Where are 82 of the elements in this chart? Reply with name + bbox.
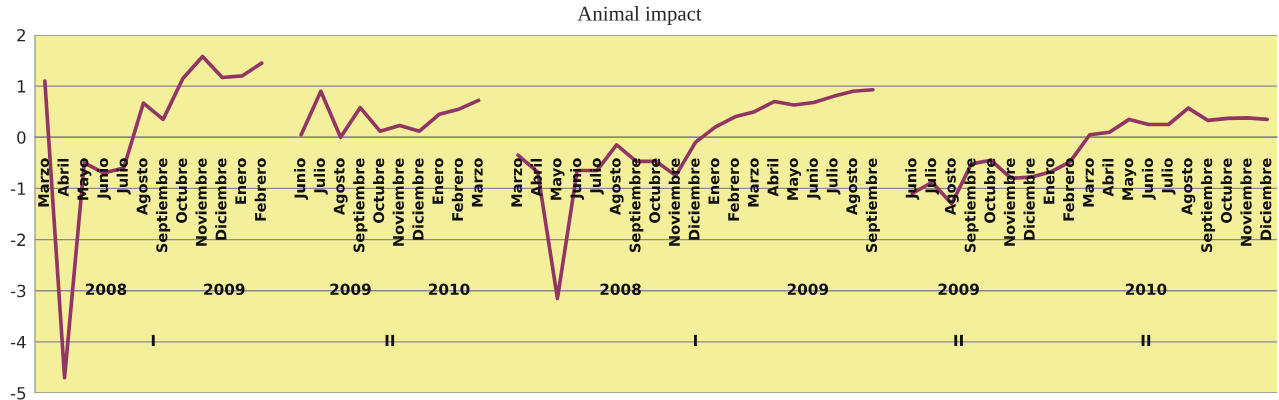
- x-tick-label: Septiembre: [964, 158, 979, 253]
- x-tick-label: Mayo: [1122, 158, 1137, 200]
- annotation: II: [1141, 334, 1151, 347]
- x-tick-label: Junio: [806, 158, 821, 200]
- annotation: 2010: [428, 283, 470, 296]
- x-tick-label: Noviembre: [1240, 158, 1252, 246]
- x-tick-label: Diciembre: [215, 158, 227, 240]
- x-tick-label: Diciembre: [688, 158, 700, 240]
- x-tick-label: Junio: [96, 158, 111, 200]
- x-tick-label: Septiembre: [629, 158, 644, 253]
- x-tick-label: Julio: [313, 158, 328, 195]
- x-tick-label: Marzo: [471, 158, 483, 207]
- annotation: 2009: [204, 283, 245, 296]
- x-tick-label: Noviembre: [668, 158, 680, 246]
- x-tick-label: Septiembre: [353, 158, 368, 253]
- annotation: 2010: [1125, 283, 1167, 296]
- x-tick-label: Septiembre: [1200, 158, 1216, 253]
- x-tick-label: Marzo: [1083, 158, 1094, 207]
- x-tick-label: Junio: [905, 158, 920, 200]
- x-tick-label: Enero: [432, 158, 444, 204]
- x-tick-label: Agosto: [333, 158, 348, 216]
- x-tick-label: Octubre: [372, 158, 385, 223]
- x-tick-label: Agosto: [1181, 158, 1196, 216]
- annotation: 2009: [787, 283, 829, 296]
- x-tick-label: Noviembre: [1003, 158, 1016, 246]
- annotation: I: [693, 334, 697, 347]
- x-tick-label: Abril: [767, 158, 779, 197]
- x-tick-label: Mayo: [550, 158, 565, 200]
- x-tick-label: Julio: [116, 158, 131, 195]
- x-tick-label: Octubre: [1220, 158, 1232, 223]
- x-tick-label: Noviembre: [195, 158, 207, 246]
- chart-title: Animal impact: [577, 6, 702, 25]
- x-tick-label: Junio: [294, 158, 309, 200]
- x-tick-label: Agosto: [846, 158, 861, 216]
- x-tick-label: Mayo: [787, 158, 802, 200]
- annotation: II: [954, 334, 963, 347]
- y-tick-label: 1: [17, 80, 26, 93]
- x-tick-label: Junio: [1141, 158, 1156, 200]
- y-tick-label: -5: [10, 387, 26, 400]
- y-tick-label: -4: [10, 336, 26, 349]
- x-tick-label: Octubre: [648, 158, 661, 223]
- x-tick-label: Mayo: [77, 158, 92, 200]
- y-tick-label: -2: [10, 233, 25, 246]
- x-tick-label: Julio: [826, 158, 841, 195]
- x-tick-label: Febrero: [727, 158, 740, 221]
- x-tick-label: Diciembre: [1260, 158, 1272, 240]
- y-tick-label: -1: [10, 182, 26, 195]
- x-tick-label: Octubre: [175, 158, 188, 223]
- x-tick-label: Enero: [235, 158, 247, 204]
- x-tick-label: Marzo: [38, 158, 50, 207]
- x-tick-label: Agosto: [136, 158, 151, 216]
- annotation: 2008: [85, 283, 127, 296]
- x-tick-label: Agosto: [944, 158, 959, 216]
- x-tick-label: Abril: [1102, 158, 1114, 197]
- annotation: 2009: [330, 283, 371, 296]
- annotation: I: [151, 334, 155, 347]
- x-tick-label: Julio: [589, 158, 604, 195]
- x-tick-label: Enero: [1043, 158, 1055, 204]
- x-tick-label: Julio: [924, 158, 939, 195]
- x-tick-label: Abril: [57, 158, 69, 197]
- y-tick-label: 2: [17, 28, 25, 42]
- x-tick-label: Febrero: [1062, 158, 1075, 221]
- x-tick-label: Septiembre: [865, 158, 880, 253]
- y-tick-label: -3: [10, 284, 26, 298]
- x-tick-label: Diciembre: [412, 158, 424, 240]
- x-tick-label: Enero: [708, 158, 720, 204]
- x-tick-label: Octubre: [984, 158, 996, 223]
- y-tick-label: 0: [17, 131, 26, 144]
- x-tick-label: Abril: [530, 158, 542, 197]
- x-tick-label: Febrero: [254, 158, 266, 221]
- x-tick-label: Marzo: [511, 158, 523, 207]
- x-tick-label: Noviembre: [392, 158, 404, 246]
- x-tick-label: Junio: [570, 158, 585, 200]
- x-tick-label: Marzo: [747, 158, 759, 207]
- x-tick-label: Septiembre: [156, 158, 171, 253]
- x-tick-label: Julio: [1161, 158, 1176, 195]
- x-tick-label: Febrero: [451, 158, 464, 221]
- annotation: 2009: [938, 283, 979, 296]
- x-tick-label: Diciembre: [1023, 158, 1035, 240]
- annotation: II: [385, 334, 395, 347]
- annotation: 2008: [600, 283, 641, 296]
- x-tick-label: Agosto: [609, 158, 624, 216]
